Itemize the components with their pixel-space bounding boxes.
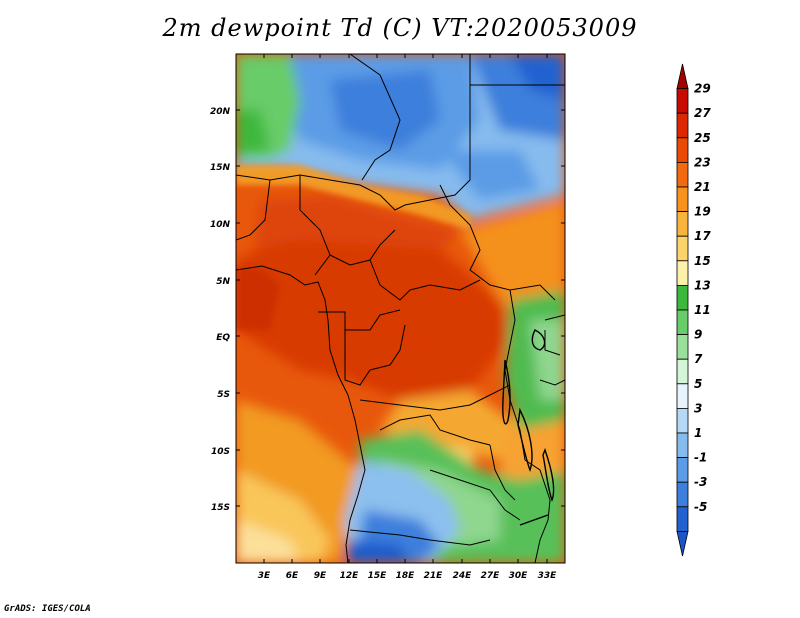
lon-label-12e: 12E — [340, 571, 360, 581]
lat-label-15n: 15N — [210, 163, 231, 173]
colorbar-swatch — [676, 88, 689, 114]
lon-label-15e: 15E — [368, 571, 388, 581]
lat-label-eq: EQ — [216, 333, 230, 343]
colorbar-swatch — [676, 481, 689, 508]
colorbar-label: 7 — [694, 352, 703, 366]
lat-label-15s: 15S — [211, 503, 230, 513]
colorbar-swatch — [676, 211, 689, 237]
colorbar-label: 3 — [694, 401, 702, 415]
colorbar-swatch — [676, 63, 689, 89]
dewpoint-field — [236, 54, 565, 563]
colorbar-swatch — [676, 260, 689, 286]
colorbar-label: 5 — [694, 377, 702, 391]
colorbar-swatch — [676, 235, 689, 262]
grads-credit: GrADS: IGES/COLA — [4, 604, 91, 614]
colorbar-label: 23 — [694, 155, 711, 169]
map-frame — [235, 53, 566, 564]
lon-label-21e: 21E — [424, 571, 444, 581]
lon-label-30e: 30E — [509, 571, 529, 581]
colorbar-label: 25 — [694, 131, 711, 145]
colorbar-swatch — [676, 531, 689, 557]
colorbar-swatch — [676, 334, 689, 360]
colorbar: 29 27 25 23 21 19 17 15 13 11 9 7 5 3 1 -1 -3 -5 — [676, 63, 711, 557]
colorbar-swatch — [676, 358, 689, 385]
colorbar-swatch — [676, 137, 689, 163]
colorbar-label: 9 — [694, 328, 702, 342]
lon-label-27e: 27E — [481, 571, 501, 581]
colorbar-label: -3 — [694, 475, 707, 489]
colorbar-swatch — [676, 309, 689, 336]
colorbar-label: 17 — [694, 229, 711, 243]
colorbar-label: -5 — [694, 500, 707, 514]
lon-label-24e: 24E — [453, 571, 473, 581]
colorbar-swatch — [676, 432, 689, 459]
lat-label-5s: 5S — [217, 390, 230, 400]
colorbar-swatch — [676, 161, 689, 188]
colorbar-swatch — [676, 186, 689, 213]
colorbar-label: 21 — [694, 180, 711, 194]
lon-label-3e: 3E — [258, 571, 271, 581]
colorbar-label: -1 — [694, 451, 707, 465]
colorbar-label: 13 — [694, 278, 711, 292]
lat-label-10n: 10N — [210, 220, 231, 230]
lon-label-9e: 9E — [314, 571, 327, 581]
colorbar-swatch — [676, 457, 689, 483]
colorbar-label: 1 — [694, 426, 702, 440]
lon-label-18e: 18E — [396, 571, 416, 581]
colorbar-swatch — [676, 383, 689, 409]
latitude-axis: 20N 15N 10N 5N EQ 5S 10S 15S — [210, 107, 565, 513]
colorbar-label: 19 — [694, 205, 711, 219]
map-title: 2m dewpoint Td (C) VT:2020053009 — [162, 14, 638, 42]
lon-label-6e: 6E — [286, 571, 299, 581]
lat-label-20n: 20N — [210, 107, 231, 117]
colorbar-swatch — [676, 407, 689, 434]
colorbar-label: 15 — [694, 254, 711, 268]
lat-label-5n: 5N — [216, 277, 230, 287]
colorbar-swatch — [676, 506, 689, 532]
colorbar-swatch — [676, 284, 689, 311]
colorbar-label: 27 — [694, 106, 711, 120]
lat-label-10s: 10S — [211, 447, 230, 457]
colorbar-swatch — [676, 112, 689, 139]
colorbar-label: 11 — [694, 303, 711, 317]
longitude-axis: 3E 6E 9E 12E 15E 18E 21E 24E 27E 30E 33E — [258, 54, 557, 581]
colorbar-label: 29 — [694, 82, 711, 96]
lon-label-33e: 33E — [538, 571, 558, 581]
